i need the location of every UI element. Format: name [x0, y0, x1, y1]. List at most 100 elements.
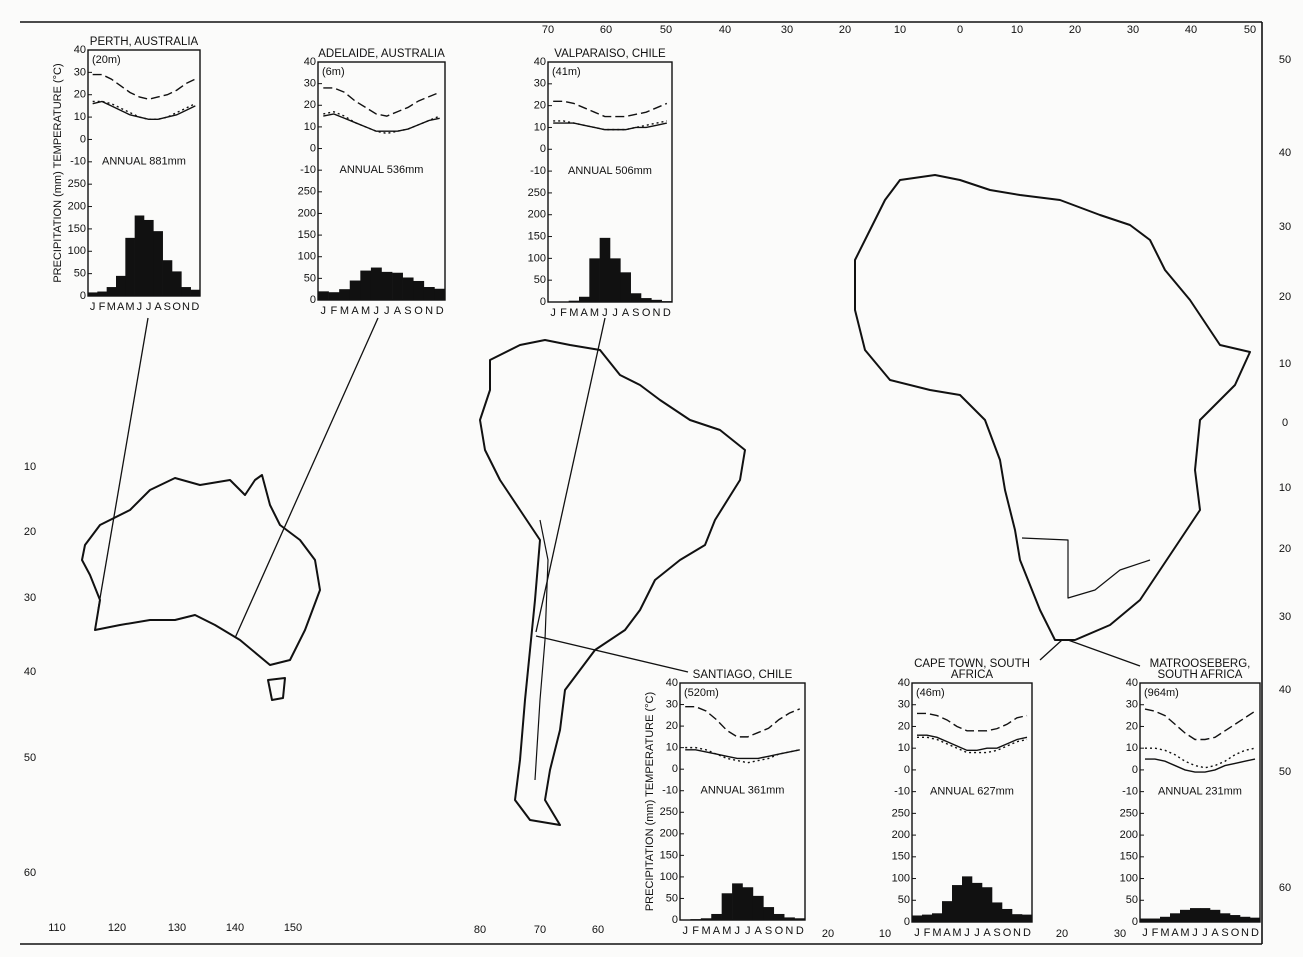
y-tick-label: 0: [904, 764, 910, 776]
y-tick-label: 40: [898, 677, 910, 689]
month-label: A: [943, 927, 951, 939]
month-label: O: [1231, 927, 1240, 939]
precipitation-bar: [912, 915, 923, 922]
y-tick-label: 250: [68, 178, 86, 190]
month-label: S: [404, 305, 411, 317]
leader-line: [97, 317, 149, 611]
month-label: F: [331, 305, 338, 317]
month-label: O: [1003, 927, 1012, 939]
temperature-line: [1144, 708, 1256, 741]
month-label: M: [932, 927, 941, 939]
graticule-label: 130: [168, 922, 186, 934]
graticule-label: 60: [600, 24, 612, 36]
precipitation-bar: [349, 280, 361, 300]
month-label: J: [602, 307, 608, 319]
graticule-label: 20: [822, 928, 834, 940]
precipitation-bar: [1180, 909, 1191, 922]
month-label: N: [1241, 927, 1249, 939]
graticule-label: 30: [1279, 611, 1291, 623]
precipitation-bar: [318, 291, 329, 300]
south-america: [479, 339, 746, 826]
temperature-line: [1145, 758, 1256, 773]
leader-line: [535, 635, 689, 673]
y-tick-label: 100: [528, 252, 546, 264]
precipitation-bar: [700, 918, 712, 920]
temperature-line: [553, 120, 667, 131]
chart-title: ADELAIDE, AUSTRALIA: [318, 48, 445, 60]
month-label: M: [569, 307, 578, 319]
annual-label: ANNUAL 506mm: [568, 165, 652, 177]
temperature-line: [323, 113, 440, 132]
precipitation-bar: [1190, 908, 1201, 922]
y-tick-label: 150: [298, 229, 316, 241]
month-label: D: [436, 305, 444, 317]
temperature-line: [92, 100, 196, 121]
month-label: M: [1180, 927, 1189, 939]
y-tick-label: 200: [298, 207, 316, 219]
month-label: N: [1013, 927, 1021, 939]
chart-title: VALPARAISO, CHILE: [554, 48, 666, 60]
graticule-label: 40: [719, 24, 731, 36]
precipitation-bar: [763, 907, 775, 920]
graticule-label: 140: [226, 922, 244, 934]
y-tick-label: 30: [74, 66, 86, 78]
y-tick-label: 30: [666, 698, 678, 710]
precipitation-bar: [641, 298, 652, 302]
y-tick-label: 0: [1132, 764, 1138, 776]
month-label: M: [1160, 927, 1169, 939]
month-label: A: [351, 305, 359, 317]
month-label: N: [785, 925, 793, 937]
precipitation-bar: [1022, 914, 1033, 922]
y-tick-label: 250: [892, 807, 910, 819]
month-label: J: [682, 925, 688, 937]
graticule-label: 20: [1056, 928, 1068, 940]
month-label: S: [164, 301, 171, 313]
month-label: J: [321, 305, 327, 317]
y-tick-label: 0: [1132, 916, 1138, 928]
plot-frame: [1139, 682, 1261, 923]
temperature-line: [92, 100, 196, 121]
month-label: D: [191, 301, 199, 313]
month-label: D: [663, 307, 671, 319]
month-label: J: [914, 927, 920, 939]
y-tick-label: 200: [528, 209, 546, 221]
leader-line: [234, 317, 379, 639]
y-tick-label: 0: [540, 143, 546, 155]
y-tick-label: 200: [68, 200, 86, 212]
temperature-line: [685, 706, 801, 738]
graticule-label: 0: [1282, 417, 1288, 429]
precipitation-bar: [982, 887, 993, 922]
month-label: A: [580, 307, 588, 319]
temperature-line: [323, 111, 440, 135]
elevation-label: (20m): [92, 54, 121, 66]
annual-label: ANNUAL 536mm: [340, 164, 424, 176]
month-label: D: [1023, 927, 1031, 939]
month-label: A: [983, 927, 991, 939]
precipitation-bar: [1240, 916, 1251, 922]
y-tick-label: 250: [528, 187, 546, 199]
temperature-line: [1145, 747, 1256, 769]
leader-lines: [97, 317, 1141, 673]
graticule-label: 20: [839, 24, 851, 36]
month-label: A: [1171, 927, 1179, 939]
elevation-label: (6m): [322, 66, 345, 78]
month-label: M: [361, 305, 370, 317]
graticule-label: 20: [1069, 24, 1081, 36]
precipitation-bar: [144, 219, 154, 296]
precipitation-bar: [711, 913, 722, 920]
y-tick-label: -10: [530, 165, 546, 177]
australia: [81, 474, 321, 666]
annual-label: ANNUAL 881mm: [102, 156, 186, 168]
precipitation-bar: [742, 887, 754, 920]
month-label: A: [622, 307, 630, 319]
month-label: J: [373, 305, 379, 317]
precipitation-bar: [962, 876, 973, 922]
precipitation-bar: [620, 272, 631, 302]
y-tick-label: 50: [1126, 894, 1138, 906]
graticule-label: 10: [1279, 482, 1291, 494]
